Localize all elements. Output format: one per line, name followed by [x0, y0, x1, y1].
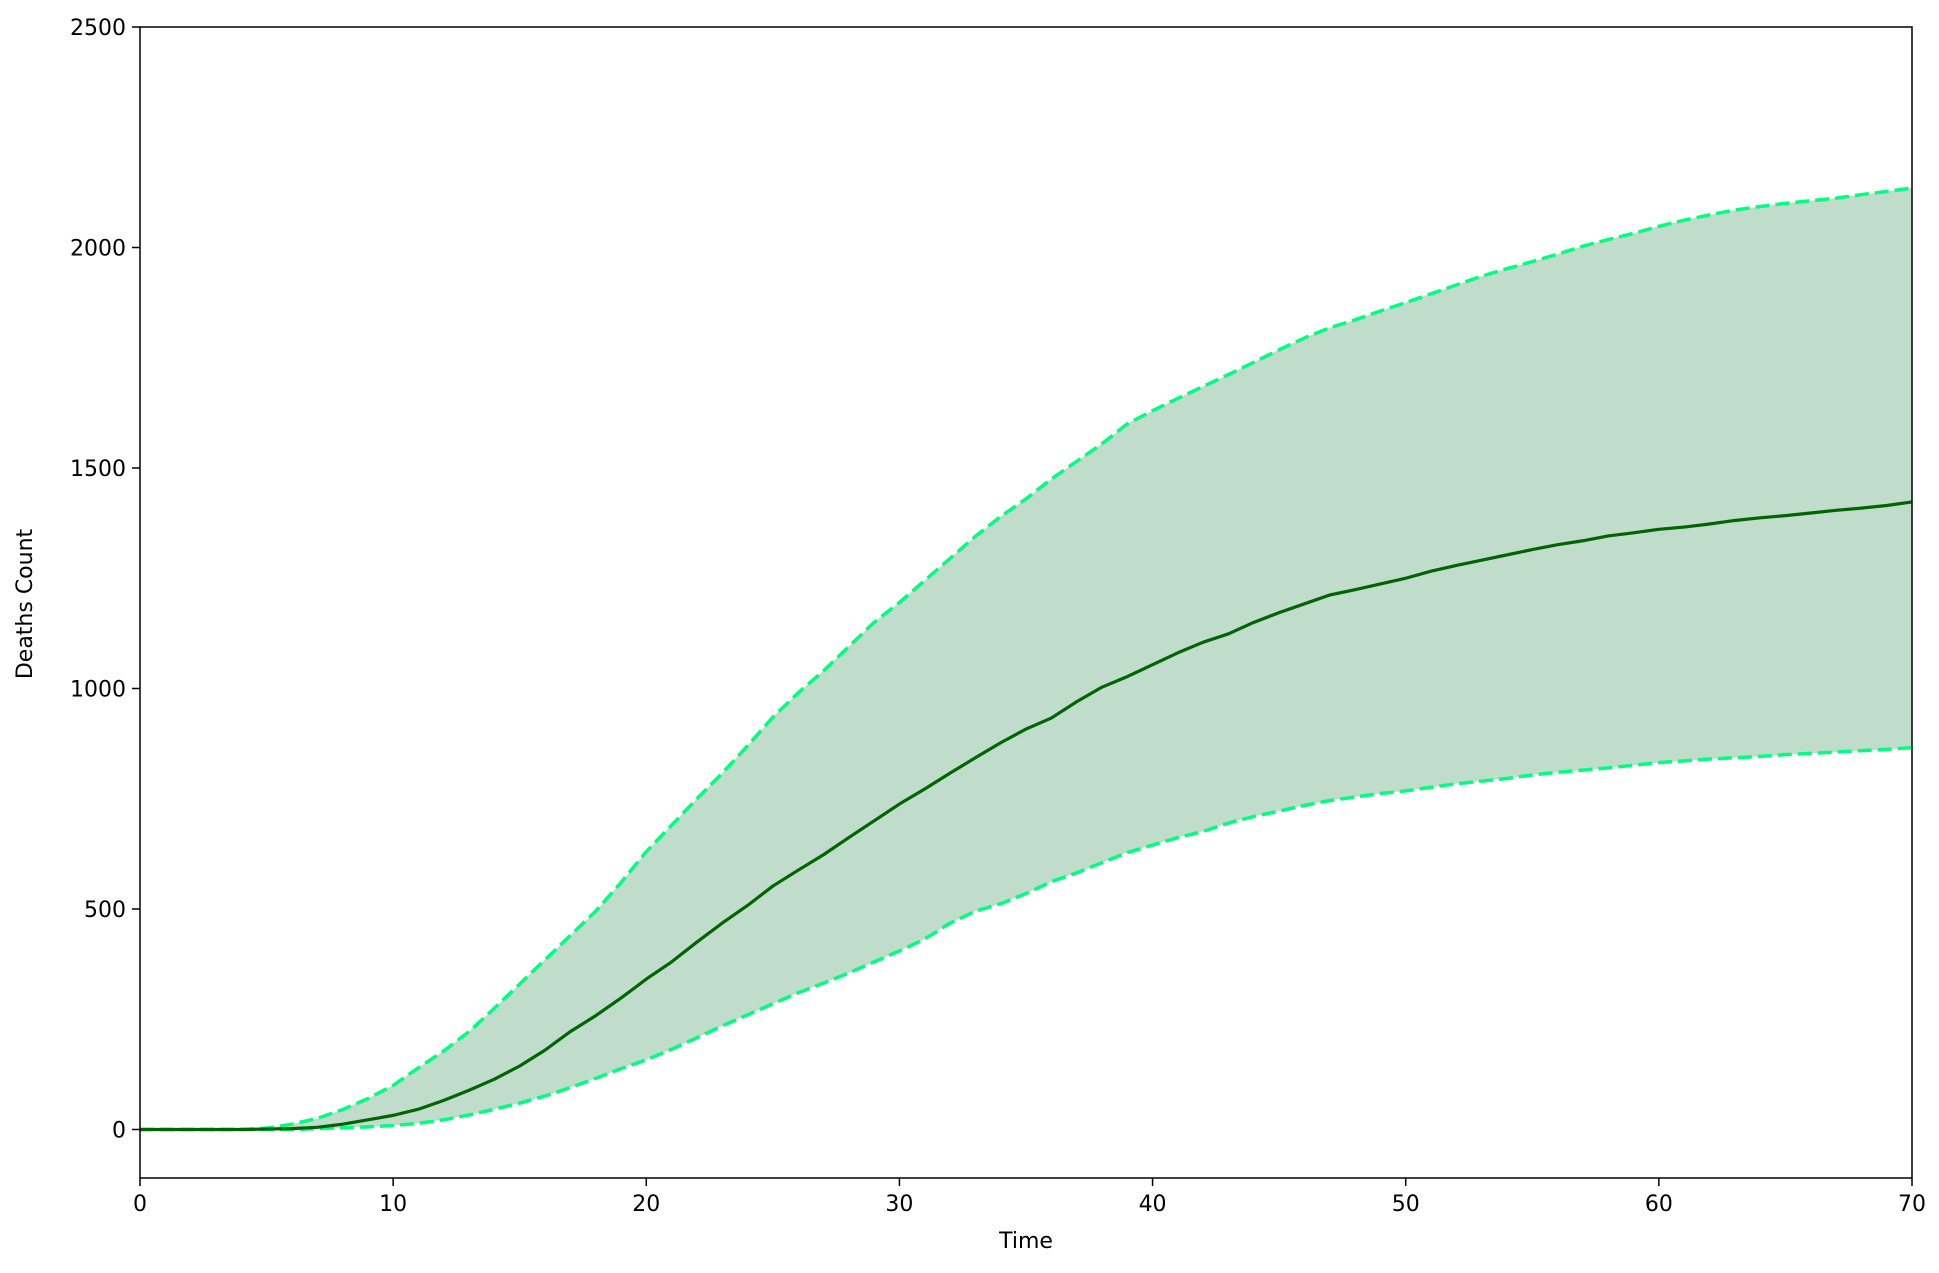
series-line [140, 500, 1913, 1132]
x-axis-label: Time [998, 1229, 1053, 1254]
y-tick-label: 2000 [70, 236, 126, 261]
x-tick-label: 30 [885, 1192, 913, 1217]
x-tick-label: 40 [1139, 1192, 1167, 1217]
y-axis-label: Deaths Count [13, 528, 38, 679]
series-line [140, 745, 1913, 1132]
x-tick-label: 70 [1898, 1192, 1926, 1217]
x-tick-label: 10 [379, 1192, 407, 1217]
y-tick-label: 2500 [70, 16, 126, 41]
y-tick-label: 500 [84, 898, 126, 923]
band-fill [140, 187, 1912, 1130]
y-tick-label: 1500 [70, 457, 126, 482]
x-tick-label: 20 [632, 1192, 660, 1217]
y-tick-label: 0 [112, 1118, 126, 1143]
series-line [140, 186, 1913, 1132]
plot-frame [139, 26, 1913, 1179]
x-tick-label: 60 [1645, 1192, 1673, 1217]
x-tick-label: 0 [133, 1192, 147, 1217]
y-tick-label: 1000 [70, 677, 126, 702]
x-tick-label: 50 [1392, 1192, 1420, 1217]
